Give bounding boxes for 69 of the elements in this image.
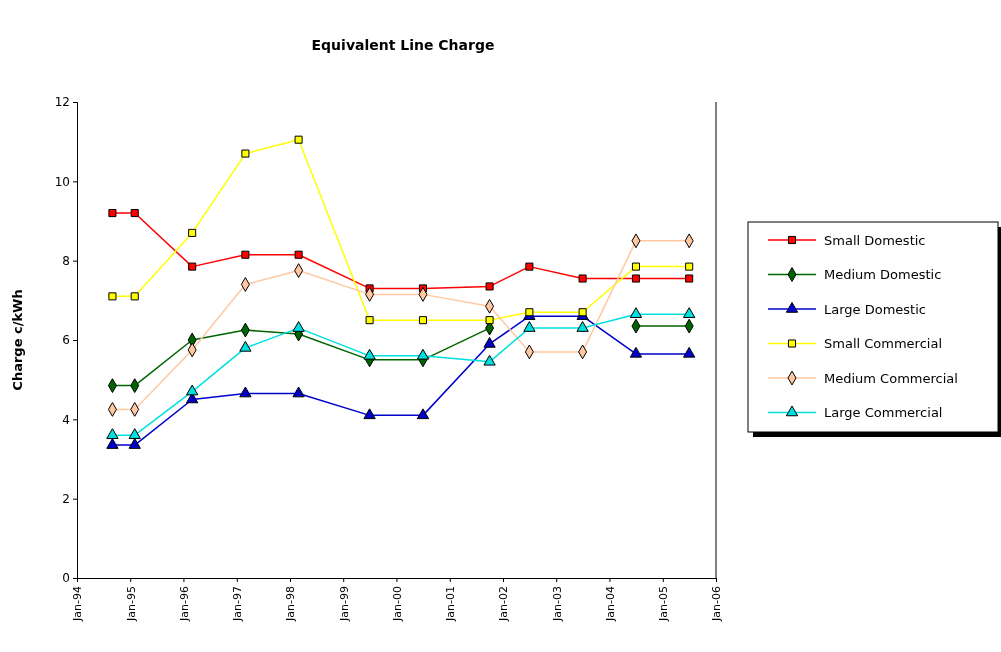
- x-tick-label: Jan-06: [710, 586, 724, 622]
- point: [629, 346, 643, 358]
- legend-label: Large Commercial: [824, 405, 943, 420]
- point: [130, 292, 139, 301]
- point: [685, 274, 694, 283]
- y-tick-label: 10: [54, 174, 70, 189]
- point: [188, 228, 197, 237]
- x-tick-label: Jan-00: [390, 586, 404, 622]
- point: [363, 348, 376, 360]
- point: [629, 307, 643, 318]
- x-tick-label: Jan-05: [657, 586, 671, 622]
- point: [130, 209, 139, 218]
- point: [363, 408, 376, 420]
- point: [631, 274, 640, 283]
- legend-label: Medium Commercial: [824, 370, 958, 386]
- point: [578, 274, 587, 283]
- point: [241, 149, 250, 158]
- point: [631, 262, 640, 271]
- point: [418, 316, 427, 325]
- x-tick-label: Jan-98: [284, 586, 298, 622]
- point: [365, 316, 374, 325]
- y-tick-label: 12: [54, 95, 70, 110]
- x-tick-label: Jan-95: [124, 586, 138, 622]
- point: [239, 386, 252, 398]
- point: [683, 307, 696, 318]
- legend-label: Large Domestic: [824, 301, 926, 317]
- y-tick-label: 6: [62, 333, 70, 348]
- point: [239, 340, 252, 352]
- point: [483, 336, 496, 348]
- point: [186, 384, 199, 396]
- x-tick-label: Jan-94: [71, 586, 85, 622]
- point: [106, 428, 119, 439]
- point: [188, 262, 197, 271]
- point: [108, 292, 117, 301]
- point: [523, 321, 536, 332]
- point: [485, 282, 494, 291]
- point: [106, 438, 119, 449]
- point: [128, 428, 141, 439]
- x-tick-label: Jan-01: [444, 586, 458, 622]
- y-tick-label: 4: [62, 412, 70, 427]
- point: [292, 386, 305, 398]
- point: [241, 250, 250, 259]
- point: [294, 135, 303, 144]
- point: [576, 321, 589, 332]
- point: [485, 316, 494, 325]
- x-tick-label: Jan-97: [231, 586, 245, 622]
- point: [683, 346, 696, 358]
- legend-label: Small Domestic: [824, 232, 926, 248]
- x-tick-label: Jan-02: [497, 586, 511, 622]
- point: [292, 321, 305, 332]
- y-axis-title: Charge c/kWh: [10, 289, 25, 391]
- x-tick-label: Jan-96: [177, 586, 191, 622]
- x-tick-label: Jan-04: [603, 586, 617, 622]
- point: [128, 438, 141, 449]
- point: [483, 354, 496, 366]
- point: [525, 262, 534, 271]
- chart-title: Equivalent Line Charge: [311, 37, 495, 53]
- point: [108, 209, 117, 218]
- y-tick-label: 2: [62, 492, 70, 507]
- point: [685, 262, 694, 271]
- legend-label: Small Commercial: [824, 336, 942, 351]
- y-tick-label: 8: [62, 254, 70, 269]
- point: [416, 408, 430, 420]
- point: [416, 348, 430, 360]
- point: [294, 250, 303, 259]
- legend-label: Medium Domestic: [824, 267, 942, 282]
- y-tick-label: 0: [62, 571, 70, 586]
- x-tick-label: Jan-99: [337, 586, 351, 622]
- x-tick-label: Jan-03: [550, 586, 564, 622]
